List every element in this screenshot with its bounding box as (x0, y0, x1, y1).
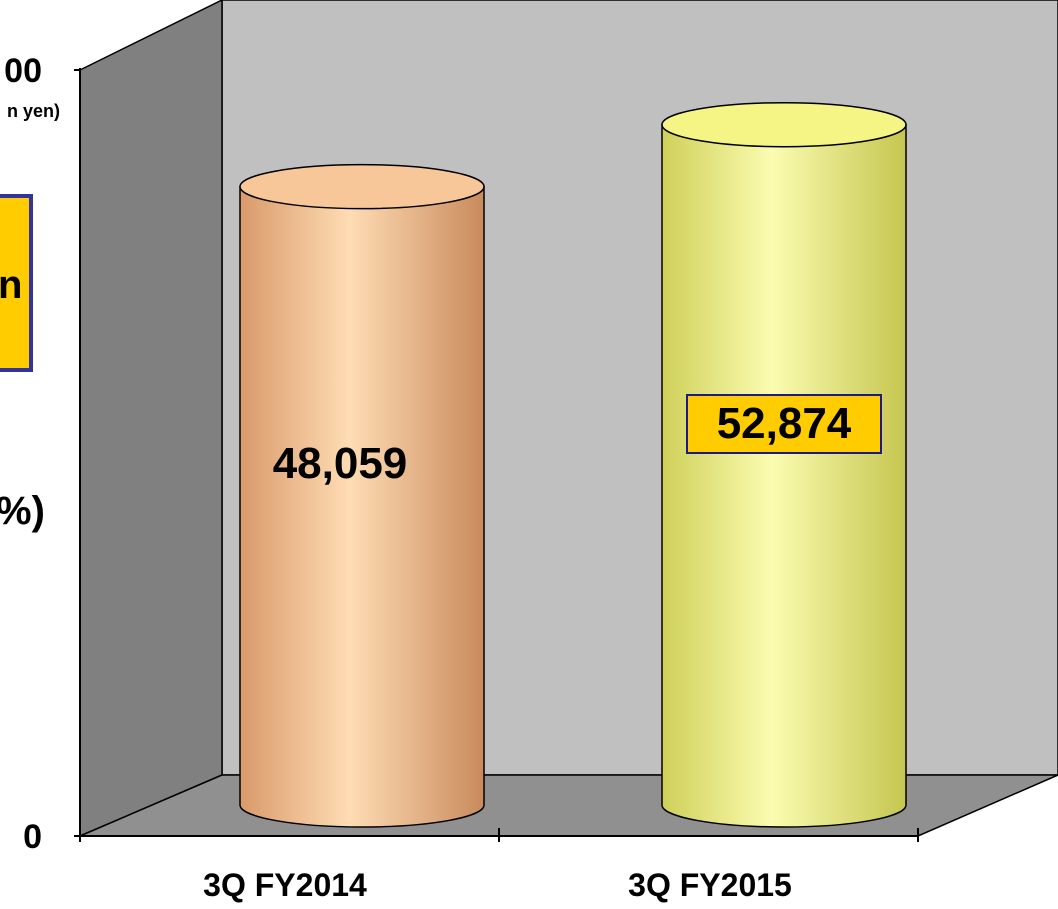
bars-group: 48,059 52,874 (239, 101, 907, 828)
callout-text-fragment: n (0, 263, 22, 307)
bar-top-0 (239, 163, 485, 210)
y-unit-label: n yen) (7, 101, 60, 121)
growth-text-fragment: %) (0, 489, 45, 533)
bar-0 (239, 163, 485, 828)
bar-top-1 (661, 101, 907, 148)
bar-1 (661, 101, 907, 828)
callout-box (0, 194, 33, 372)
data-label-1: 52,874 (717, 399, 852, 448)
x-tick-label-1: 3Q FY2015 (628, 867, 792, 903)
bar-body-0 (239, 185, 485, 828)
y-tick-label-top: 00 (4, 52, 42, 90)
chart-side-wall (79, 0, 223, 838)
x-tick-label-0: 3Q FY2014 (203, 867, 367, 903)
data-label-box-1 (686, 394, 882, 454)
bar-body-1 (661, 123, 907, 828)
chart-floor (79, 774, 1058, 837)
data-label-0: 48,059 (273, 439, 408, 488)
y-tick-label-bottom: 0 (23, 818, 42, 856)
